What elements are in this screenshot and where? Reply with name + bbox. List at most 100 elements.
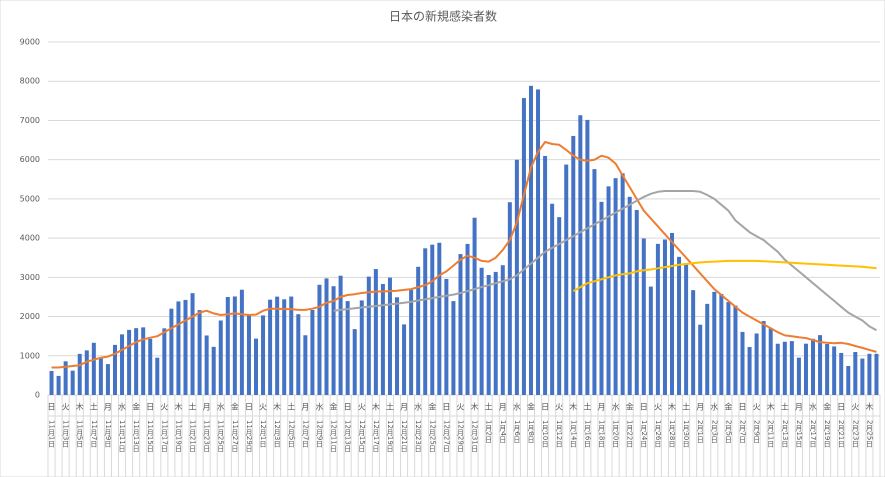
x-weekday-label: 木 <box>471 402 479 412</box>
bar <box>289 296 294 395</box>
bar <box>409 289 414 395</box>
bar <box>557 217 562 395</box>
x-tick-label: 11月29日 <box>245 420 253 453</box>
x-tick-label: 12月5日 <box>287 420 295 449</box>
bar <box>698 324 703 395</box>
bar <box>564 164 569 395</box>
bar <box>218 320 223 395</box>
x-weekday-label: 木 <box>372 402 380 412</box>
bar <box>740 331 745 395</box>
bar <box>338 275 343 395</box>
bar <box>803 343 808 395</box>
y-tick-label: 7000 <box>20 116 40 125</box>
bar <box>761 321 766 395</box>
bar <box>514 159 519 395</box>
x-tick-label: 1月12日 <box>555 420 563 449</box>
x-tick-label: 2月1日 <box>696 420 704 444</box>
series-line <box>51 141 877 369</box>
bar <box>430 244 435 395</box>
bar <box>395 297 400 395</box>
x-tick-label: 12月17日 <box>372 420 380 453</box>
x-weekday-label: 火 <box>654 403 662 412</box>
x-tick-label: 1月4日 <box>499 420 507 444</box>
bar <box>874 353 879 395</box>
bar <box>197 310 202 395</box>
x-weekday-label: 火 <box>259 403 267 412</box>
bar <box>726 302 731 395</box>
x-weekday-label: 土 <box>287 402 295 412</box>
x-weekday-label: 日 <box>344 403 352 412</box>
bar <box>352 329 357 395</box>
x-weekday-label: 水 <box>809 402 817 412</box>
bar <box>465 243 470 395</box>
x-weekday-label: 水 <box>118 402 126 412</box>
x-tick-label: 12月25日 <box>428 420 436 453</box>
x-weekday-label: 月 <box>597 403 605 412</box>
x-weekday-label: 木 <box>273 402 281 412</box>
x-weekday-label: 土 <box>386 402 394 412</box>
bar <box>846 366 851 395</box>
x-weekday-label: 月 <box>104 403 112 412</box>
x-weekday-label: 月 <box>301 403 309 412</box>
x-weekday-label: 月 <box>400 403 408 412</box>
x-tick-label: 2月11日 <box>767 420 775 449</box>
x-weekday-label: 日 <box>640 403 648 412</box>
x-tick-label: 11月5日 <box>76 420 84 449</box>
bar <box>63 361 68 395</box>
x-tick-label: 1月10日 <box>541 420 549 449</box>
bar <box>677 256 682 395</box>
x-tick-label: 1月28日 <box>668 420 676 449</box>
bar <box>620 173 625 395</box>
x-tick-label: 1月22日 <box>626 420 634 449</box>
x-tick-label: 11月1日 <box>48 420 56 449</box>
bar <box>380 284 385 395</box>
bar <box>684 263 689 395</box>
series-line <box>333 190 877 332</box>
x-tick-label: 11月17日 <box>160 420 168 453</box>
x-tick-label: 1月14日 <box>569 420 577 449</box>
x-tick-label: 1月8日 <box>527 420 535 444</box>
bar <box>662 239 667 395</box>
y-tick-label: 8000 <box>20 77 40 86</box>
series-line <box>572 259 877 292</box>
bar <box>296 314 301 395</box>
x-weekday-label: 水 <box>414 402 422 412</box>
y-tick-label: 0 <box>35 391 40 400</box>
bar <box>543 155 548 395</box>
x-tick-label: 2月17日 <box>809 420 817 449</box>
bar <box>120 334 125 395</box>
bar <box>796 357 801 395</box>
bar <box>239 289 244 395</box>
x-weekday-label: 火 <box>456 403 464 412</box>
bar <box>366 276 371 395</box>
x-tick-label: 11月21日 <box>189 420 197 453</box>
x-weekday-label: 金 <box>132 402 140 412</box>
bar <box>134 328 139 395</box>
x-weekday-label: 日 <box>739 403 747 412</box>
bar <box>754 333 759 395</box>
y-tick-label: 5000 <box>20 194 40 203</box>
x-weekday-label: 土 <box>189 402 197 412</box>
x-tick-label: 2月21日 <box>837 420 845 449</box>
bar <box>507 202 512 395</box>
x-tick-label: 12月15日 <box>358 420 366 453</box>
bar <box>402 324 407 395</box>
x-tick-label: 12月11日 <box>330 420 338 453</box>
bar <box>670 232 674 395</box>
bar <box>162 328 167 395</box>
x-weekday-label: 土 <box>781 402 789 412</box>
x-weekday-label: 水 <box>315 402 323 412</box>
bar <box>648 286 653 395</box>
x-tick-label: 12月9日 <box>315 420 323 449</box>
bar <box>451 301 456 395</box>
bar <box>211 346 216 395</box>
x-tick-label: 1月16日 <box>583 420 591 449</box>
x-tick-label: 2月3日 <box>710 420 718 444</box>
bar <box>641 238 646 395</box>
x-weekday-label: 木 <box>174 402 182 412</box>
bar <box>437 242 442 395</box>
x-tick-label: 1月20日 <box>612 420 620 449</box>
bar <box>98 358 103 395</box>
bar <box>169 308 174 395</box>
bar <box>691 290 696 395</box>
